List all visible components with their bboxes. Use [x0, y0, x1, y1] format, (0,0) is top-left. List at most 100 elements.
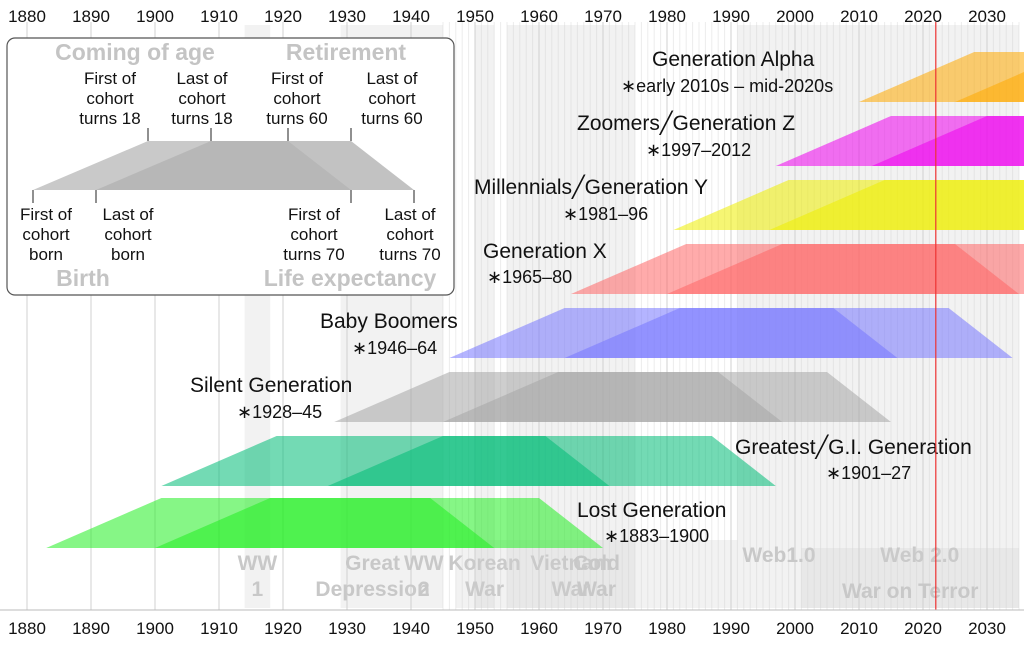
legend-marker-line: Last of — [102, 205, 153, 224]
legend-marker-line: turns 60 — [266, 109, 327, 128]
top-year-tick: 1960 — [520, 7, 558, 26]
legend-marker-line: cohort — [273, 89, 321, 108]
top-year-tick: 1900 — [136, 7, 174, 26]
lost-last-cohort-band — [155, 498, 603, 548]
boomers-last-cohort-band — [564, 308, 1013, 358]
year-axis: 1880 1880 1890 1890 1900 1900 1910 1910 1920 1920… — [0, 7, 1024, 638]
cold-war-label-line: War — [577, 578, 616, 601]
alpha-first-cohort-band — [859, 52, 1024, 102]
legend-marker-line: First of — [20, 205, 72, 224]
millennials-years: ∗1981–96 — [563, 204, 648, 224]
bottom-year-tick: 1900 — [136, 619, 174, 638]
legend-marker-line: born — [29, 245, 63, 264]
ww1-label-line: 1 — [252, 578, 264, 601]
millennials-name: Millennials╱Generation Y — [474, 174, 708, 200]
greatest-name: Greatest╱G.I. Generation — [735, 434, 972, 460]
generation-genx: Generation X ∗1965–80 — [483, 240, 1024, 294]
great-depression-label-line: Great — [345, 552, 400, 575]
top-year-tick: 1940 — [392, 7, 430, 26]
ww2-label-line: WW — [404, 552, 444, 575]
genx-last-cohort-band — [667, 244, 1024, 294]
bottom-year-tick: 1960 — [520, 619, 558, 638]
legend-marker-line: turns 18 — [171, 109, 232, 128]
bottom-year-tick: 2030 — [968, 619, 1006, 638]
legend-marker-line: cohort — [104, 225, 152, 244]
korean-war-label-line: Korean — [448, 552, 520, 575]
legend-box: Coming of age Retirement Birth Life expecta… — [6, 37, 455, 296]
bottom-year-tick: 1950 — [456, 619, 494, 638]
legend-marker-line: turns 70 — [283, 245, 344, 264]
silent-last-cohort-band — [443, 372, 891, 422]
war-on-terror-period — [801, 548, 1019, 608]
top-year-tick: 1930 — [328, 7, 366, 26]
bottom-year-tick: 1880 — [8, 619, 46, 638]
top-year-tick: 1950 — [456, 7, 494, 26]
alpha-last-cohort-band — [955, 72, 1024, 102]
generation-lost: Lost Generation ∗1883–1900 — [46, 498, 726, 548]
legend-marker-line: First of — [288, 205, 340, 224]
web2-label: Web 2.0 — [880, 544, 959, 567]
top-year-tick: 1980 — [648, 7, 686, 26]
silent-years: ∗1928–45 — [237, 402, 322, 422]
ww2-label: WW 2 — [404, 552, 444, 601]
legend-coming-of-age: Coming of age — [55, 39, 215, 65]
legend-marker-line: turns 70 — [379, 245, 440, 264]
top-year-tick: 1910 — [200, 7, 238, 26]
legend-marker-line: cohort — [22, 225, 70, 244]
legend-marker-line: cohort — [86, 89, 134, 108]
legend-marker-line: turns 60 — [361, 109, 422, 128]
great-depression-label: Great Depression — [315, 552, 429, 601]
bottom-year-tick: 1890 — [72, 619, 110, 638]
genz-years: ∗1997–2012 — [646, 140, 751, 160]
legend-marker-line: Last of — [176, 69, 227, 88]
greatest-last-cohort-band — [327, 436, 776, 486]
legend-birth: Birth — [56, 265, 110, 291]
bottom-year-tick: 1990 — [712, 619, 750, 638]
bottom-year-tick: 2010 — [840, 619, 878, 638]
top-year-tick: 1970 — [584, 7, 622, 26]
korean-war-label-line: War — [465, 578, 504, 601]
cold-war-label-line: Cold — [573, 552, 620, 575]
alpha-years: ∗early 2010s – mid-2020s — [621, 76, 833, 96]
cold-war-period — [455, 540, 738, 608]
generation-boomers: Baby Boomers ∗1946–64 — [320, 308, 1013, 358]
vietnam-war-label-line: War — [552, 578, 591, 601]
korean-war-label: Korean War — [448, 552, 520, 601]
war-on-terror-label-line: War on Terror — [842, 580, 979, 603]
top-year-tick: 2010 — [840, 7, 878, 26]
bottom-year-tick: 1910 — [200, 619, 238, 638]
top-year-tick: 2000 — [776, 7, 814, 26]
alpha-name: Generation Alpha — [652, 48, 815, 71]
genx-name: Generation X — [483, 240, 607, 263]
top-year-tick: 1880 — [8, 7, 46, 26]
top-year-tick: 2020 — [904, 7, 942, 26]
greatest-years: ∗1901–27 — [826, 463, 911, 483]
vietnam-war-label-line: Vietnam — [530, 552, 611, 575]
web1-label: Web1.0 — [742, 544, 815, 567]
silent-name: Silent Generation — [190, 374, 352, 397]
generation-greatest: Greatest╱G.I. Generation ∗1901–27 — [161, 434, 972, 486]
top-year-tick: 1890 — [72, 7, 110, 26]
legend-marker-line: cohort — [368, 89, 416, 108]
legend-marker-line: First of — [84, 69, 136, 88]
vietnam-war-label: Vietnam War — [530, 552, 611, 601]
bottom-year-tick: 1940 — [392, 619, 430, 638]
top-year-tick: 1990 — [712, 7, 750, 26]
genz-name: Zoomers╱Generation Z — [577, 110, 795, 136]
generation-bands: Lost Generation ∗1883–1900 Greatest╱G.I. G… — [46, 48, 1024, 548]
bottom-year-tick: 1970 — [584, 619, 622, 638]
bottom-year-tick: 1980 — [648, 619, 686, 638]
generation-silent: Silent Generation ∗1928–45 — [190, 372, 891, 422]
top-year-tick: 2030 — [968, 7, 1006, 26]
millennials-last-cohort-band — [769, 180, 1024, 230]
ww1-label: WW 1 — [238, 552, 278, 601]
legend-marker-line: First of — [271, 69, 323, 88]
